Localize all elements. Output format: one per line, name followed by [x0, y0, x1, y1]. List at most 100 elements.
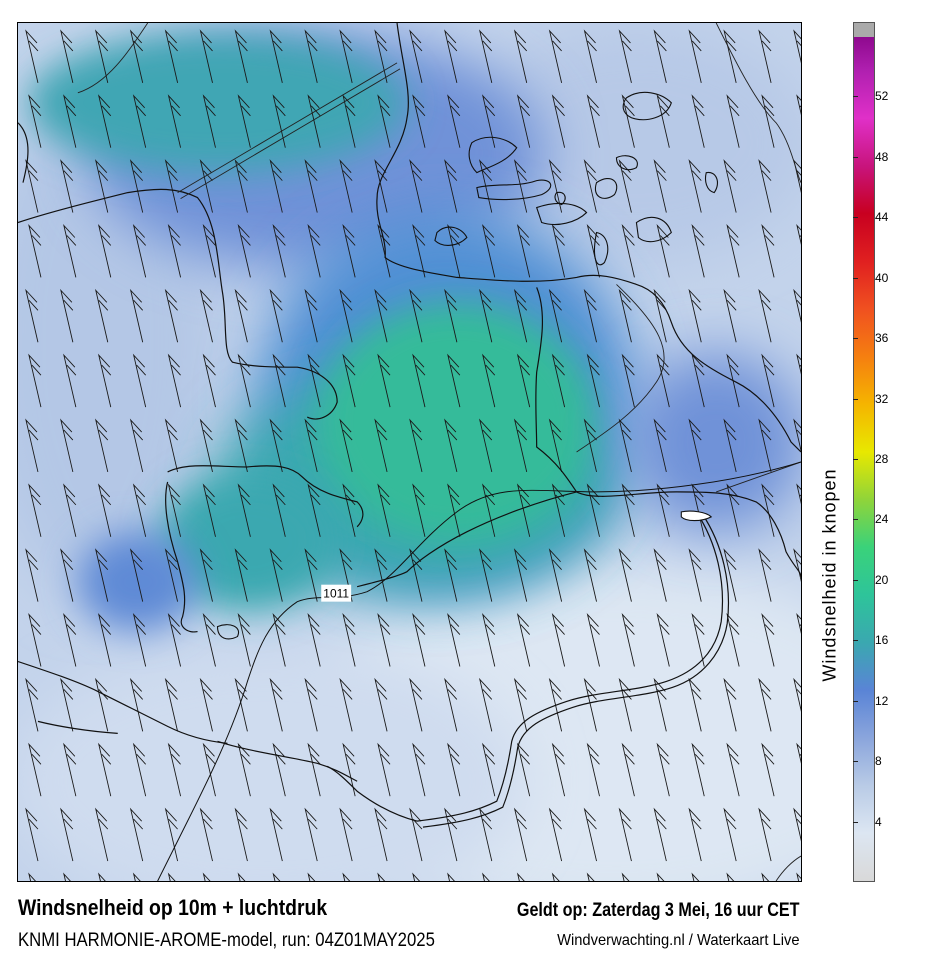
wind-barb-icon — [516, 483, 531, 537]
wind-barb-icon — [342, 353, 356, 408]
wind-barb-icon — [199, 418, 213, 473]
wind-barb-icon — [164, 29, 179, 83]
colorbar-tick-mark — [853, 640, 858, 642]
wind-barb-icon — [129, 677, 144, 732]
wind-barb-icon — [412, 94, 426, 148]
wind-barb-icon — [761, 613, 775, 667]
wind-barb-icon — [339, 288, 353, 343]
wind-barb-icon — [202, 94, 216, 148]
wind-barb-icon — [132, 94, 147, 148]
wind-barb-icon — [726, 483, 740, 537]
wind-barb-icon — [28, 223, 42, 278]
colorbar-tick-mark — [853, 761, 858, 763]
wind-barb-icon — [516, 872, 525, 881]
wind-barb-icon — [621, 94, 635, 148]
wind-barb-icon — [723, 288, 737, 343]
colorbar-tick-label: 48 — [875, 149, 889, 164]
wind-map[interactable]: 1011 — [17, 22, 802, 882]
wind-barb-icon — [761, 223, 775, 278]
wind-barb-icon — [656, 613, 670, 667]
wind-barb-icon — [132, 483, 147, 537]
wind-barb-icon — [516, 742, 531, 797]
wind-barb-icon — [234, 418, 248, 473]
wind-barb-icon — [656, 742, 670, 797]
wind-barb-icon — [758, 29, 772, 83]
wind-barb-icon — [60, 548, 74, 602]
colorbar-tick-mark — [853, 579, 858, 581]
wind-barb-icon — [551, 353, 566, 408]
wind-barb-icon — [723, 807, 737, 862]
wind-barb-icon — [444, 807, 458, 862]
wind-barb-icon — [202, 483, 216, 537]
wind-barb-icon — [726, 353, 740, 408]
wind-barb-icon — [94, 288, 109, 343]
wind-barb-icon — [688, 29, 702, 83]
wind-barb-icon — [164, 418, 179, 473]
wind-barb-icon — [478, 29, 493, 83]
wind-barb-icon — [307, 742, 321, 797]
wind-barb-icon — [342, 223, 356, 278]
wind-barb-icon — [60, 159, 74, 213]
wind-barb-icon — [618, 159, 632, 213]
wind-barb-icon — [129, 418, 144, 473]
wind-barb-icon — [796, 483, 801, 505]
wind-barb-icon — [94, 807, 109, 862]
wind-barb-icon — [132, 872, 141, 881]
wind-barb-icon — [97, 872, 106, 881]
wind-barb-icon — [551, 742, 566, 797]
wind-barb-icon — [583, 29, 597, 83]
wind-barb-icon — [234, 807, 248, 862]
wind-barb-icon — [653, 548, 667, 602]
colorbar-tick-label: 4 — [875, 814, 882, 829]
wind-barb-icon — [688, 159, 702, 213]
wind-barb-icon — [516, 223, 531, 278]
wind-barb-icon — [269, 807, 283, 862]
wind-barb-icon — [63, 353, 77, 408]
credit-link[interactable]: Windverwachting.nl / Waterkaart Live — [557, 932, 800, 949]
wind-barb-icon — [409, 159, 423, 213]
wind-barb-icon — [377, 483, 391, 537]
wind-barb-icon — [793, 548, 801, 583]
wind-barb-icon — [444, 29, 458, 83]
wind-barb-icon — [412, 613, 426, 667]
wind-barb-icon — [97, 742, 112, 797]
wind-barb-icon — [513, 548, 528, 602]
wind-barb-icon — [377, 353, 391, 408]
wind-barb-icon — [199, 288, 213, 343]
wind-barb-icon — [513, 807, 528, 862]
wind-barb-icon — [723, 677, 737, 732]
colorbar-tick-label: 44 — [875, 210, 889, 225]
islands — [216, 91, 718, 640]
wind-barb-icon — [167, 742, 182, 797]
colorbar-tick-mark — [853, 217, 858, 219]
wind-barb-icon — [758, 288, 772, 343]
wind-barb-icon — [307, 223, 321, 278]
wind-barb-icon — [478, 548, 493, 602]
wind-barb-icon — [796, 613, 801, 634]
wind-barb-icon — [688, 418, 702, 473]
wind-barb-icon — [481, 613, 496, 667]
wind-barb-icon — [129, 548, 144, 602]
wind-barb-icon — [94, 418, 109, 473]
wind-barb-icon — [409, 418, 423, 473]
wind-barb-icon — [272, 223, 286, 278]
wind-barb-icon — [761, 353, 775, 408]
wind-barb-icon — [447, 483, 461, 537]
wind-barb-icon — [97, 613, 112, 667]
wind-barb-icon — [758, 548, 772, 602]
colorbar-tick-mark — [853, 96, 858, 98]
wind-barb-icon — [129, 159, 144, 213]
wind-barb-icon — [304, 807, 318, 862]
wind-barb-icon — [304, 548, 318, 602]
wind-barb-icon — [60, 29, 74, 83]
wind-barb-icon — [28, 872, 36, 881]
wind-barb-icon — [374, 29, 388, 83]
border-lines — [77, 23, 801, 881]
wind-barb-icon — [97, 353, 112, 408]
wind-barb-icon — [28, 613, 42, 667]
wind-barb-icon — [25, 807, 39, 862]
wind-barb-icon — [586, 353, 600, 408]
wind-barb-icon — [583, 288, 597, 343]
wind-barb-icon — [97, 94, 112, 148]
wind-barb-icon — [272, 94, 286, 148]
